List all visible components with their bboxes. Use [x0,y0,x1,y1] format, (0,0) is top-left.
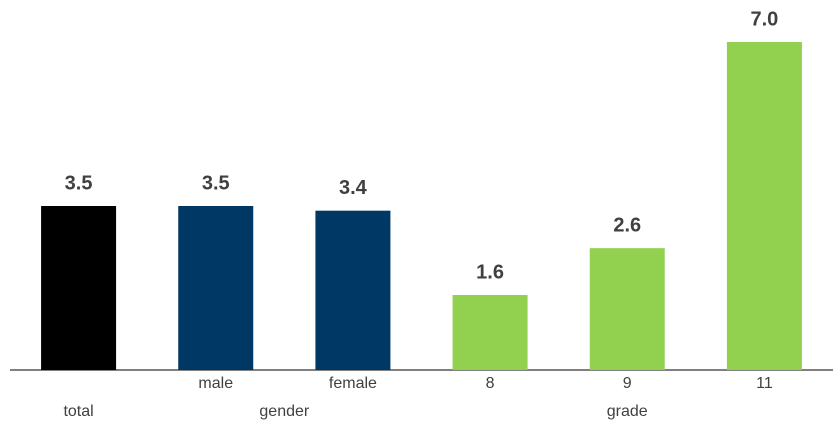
x-tick-label: female [329,375,377,392]
group-label: grade [607,403,648,420]
value-label: 1.6 [476,261,504,283]
bar [41,206,117,370]
value-label: 7.0 [751,8,779,30]
x-tick-label: 9 [623,375,632,392]
value-label: 3.5 [65,172,93,194]
group-label: total [63,403,93,420]
bar [178,206,254,370]
x-tick-label: male [198,375,233,392]
value-label: 3.4 [339,177,368,199]
bar [452,295,528,370]
value-label: 3.5 [202,172,230,194]
x-tick-label: 8 [486,375,495,392]
bar [589,248,665,370]
group-label: gender [259,403,309,420]
bar [726,42,802,370]
bar [315,210,391,370]
value-label: 2.6 [613,214,641,236]
x-tick-label: 11 [756,375,773,392]
